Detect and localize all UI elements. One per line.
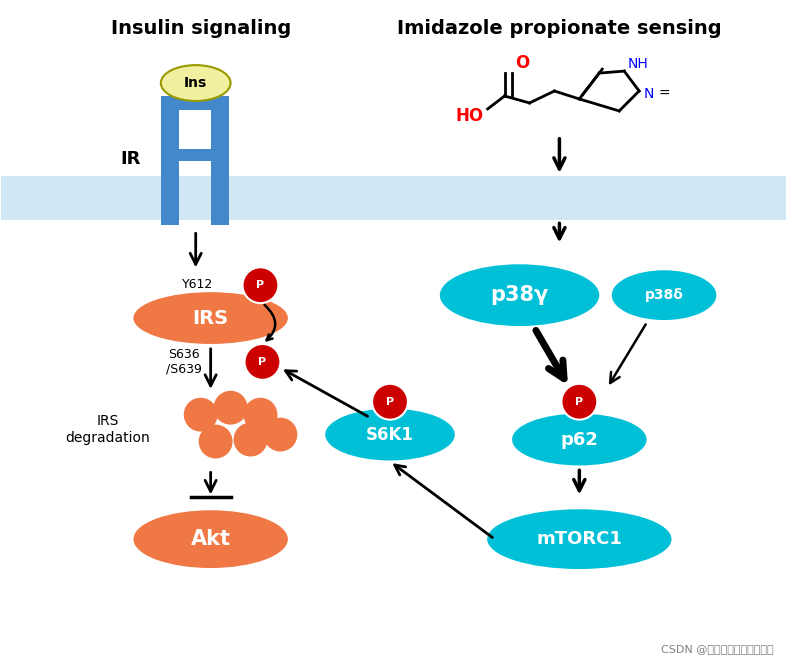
Text: NH: NH bbox=[627, 57, 648, 71]
Text: mTORC1: mTORC1 bbox=[537, 530, 623, 548]
Text: CSDN @代谢组学相关资讯分享: CSDN @代谢组学相关资讯分享 bbox=[661, 644, 774, 654]
FancyBboxPatch shape bbox=[161, 96, 179, 225]
Text: P: P bbox=[257, 280, 264, 290]
Text: p38γ: p38γ bbox=[490, 285, 549, 305]
Ellipse shape bbox=[161, 65, 231, 101]
Text: Imidazole propionate sensing: Imidazole propionate sensing bbox=[397, 19, 722, 38]
Text: S6K1: S6K1 bbox=[366, 426, 414, 444]
Text: P: P bbox=[575, 397, 583, 407]
Text: Insulin signaling: Insulin signaling bbox=[110, 19, 291, 38]
Circle shape bbox=[213, 391, 248, 425]
Ellipse shape bbox=[440, 264, 599, 326]
Text: =: = bbox=[658, 87, 670, 101]
Text: S636: S636 bbox=[168, 348, 200, 361]
Text: IR: IR bbox=[120, 149, 141, 167]
Circle shape bbox=[183, 398, 218, 432]
Text: IRS: IRS bbox=[193, 309, 229, 327]
Text: /S639: /S639 bbox=[166, 363, 201, 376]
Text: p38δ: p38δ bbox=[645, 288, 683, 302]
Text: O: O bbox=[515, 54, 530, 72]
Circle shape bbox=[372, 384, 408, 420]
Text: Y612: Y612 bbox=[182, 278, 213, 291]
FancyBboxPatch shape bbox=[2, 175, 785, 221]
FancyBboxPatch shape bbox=[161, 149, 228, 161]
Text: p62: p62 bbox=[560, 431, 598, 448]
Text: HO: HO bbox=[456, 107, 484, 125]
Circle shape bbox=[561, 384, 597, 420]
Ellipse shape bbox=[512, 414, 647, 466]
Ellipse shape bbox=[611, 270, 716, 320]
Ellipse shape bbox=[487, 510, 671, 569]
FancyBboxPatch shape bbox=[161, 96, 228, 110]
Text: P: P bbox=[386, 397, 394, 407]
Circle shape bbox=[242, 267, 279, 303]
Circle shape bbox=[243, 398, 277, 432]
Ellipse shape bbox=[325, 409, 455, 460]
FancyBboxPatch shape bbox=[211, 96, 228, 225]
Circle shape bbox=[264, 418, 297, 452]
Text: P: P bbox=[258, 357, 267, 367]
Text: Ins: Ins bbox=[184, 76, 207, 90]
Circle shape bbox=[245, 344, 280, 380]
Ellipse shape bbox=[134, 510, 288, 568]
Circle shape bbox=[198, 425, 233, 458]
Text: N: N bbox=[644, 87, 655, 101]
Ellipse shape bbox=[134, 292, 288, 344]
Text: IRS
degradation: IRS degradation bbox=[65, 414, 150, 445]
Text: Akt: Akt bbox=[190, 529, 231, 549]
Circle shape bbox=[234, 423, 268, 456]
